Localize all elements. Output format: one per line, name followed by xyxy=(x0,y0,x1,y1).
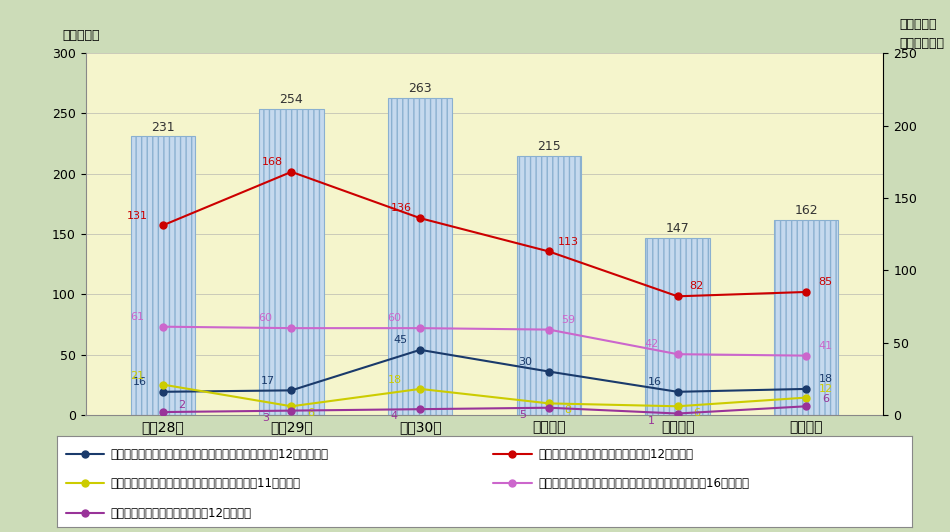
Text: 18: 18 xyxy=(388,375,402,385)
Text: 231: 231 xyxy=(151,121,175,134)
Text: 17: 17 xyxy=(261,376,275,386)
Text: 1: 1 xyxy=(648,415,656,426)
Text: 136: 136 xyxy=(390,203,411,213)
Text: 5: 5 xyxy=(520,410,526,420)
Text: 21: 21 xyxy=(130,371,144,381)
Text: （内訳件数）: （内訳件数） xyxy=(900,37,944,49)
Text: 61: 61 xyxy=(130,312,144,322)
Text: 85: 85 xyxy=(819,277,832,287)
Text: 168: 168 xyxy=(261,157,283,167)
Text: 2: 2 xyxy=(179,400,185,410)
Text: 30: 30 xyxy=(519,357,533,367)
Bar xyxy=(259,109,324,415)
Text: 131: 131 xyxy=(126,211,147,221)
Text: 59: 59 xyxy=(561,315,575,325)
Text: 6: 6 xyxy=(307,409,314,418)
Text: 4: 4 xyxy=(390,411,398,421)
Text: 42: 42 xyxy=(645,339,659,350)
Bar xyxy=(774,220,839,415)
Text: 12: 12 xyxy=(819,384,832,394)
Text: 18: 18 xyxy=(819,374,832,384)
Text: 147: 147 xyxy=(666,222,690,235)
Bar xyxy=(130,136,195,415)
Text: 215: 215 xyxy=(537,140,560,153)
Text: 162: 162 xyxy=(794,204,818,217)
Text: （各年度）: （各年度） xyxy=(900,19,937,31)
Text: 危険物の無許可谯蔵、取扱いに関する措置命令（法第16条の６）: 危険物の無許可谯蔵、取扱いに関する措置命令（法第16条の６） xyxy=(539,477,750,490)
Text: 8: 8 xyxy=(564,405,572,415)
Text: 6: 6 xyxy=(822,394,829,404)
Bar xyxy=(645,238,710,415)
Text: 製造所等の緊急使用停止命令（法第12条の３）: 製造所等の緊急使用停止命令（法第12条の３） xyxy=(539,448,694,461)
Text: 263: 263 xyxy=(408,82,432,95)
Text: 16: 16 xyxy=(133,377,146,387)
Text: 45: 45 xyxy=(394,335,408,345)
Text: 危険物の谯蔵・取扱いに関する遵守命令（法第11条の５）: 危険物の谯蔵・取扱いに関する遵守命令（法第11条の５） xyxy=(111,477,301,490)
Text: 製造所等の使用停止命令（法第12条の２）: 製造所等の使用停止命令（法第12条の２） xyxy=(111,506,252,520)
Text: 60: 60 xyxy=(258,313,273,323)
Text: 6: 6 xyxy=(694,409,700,418)
Text: （総件数）: （総件数） xyxy=(63,29,101,43)
Bar xyxy=(388,98,452,415)
Text: 60: 60 xyxy=(388,313,402,323)
Text: 3: 3 xyxy=(262,413,269,423)
Bar xyxy=(517,156,581,415)
Text: 113: 113 xyxy=(558,237,579,247)
Text: 254: 254 xyxy=(279,93,303,106)
Text: 82: 82 xyxy=(690,281,704,292)
Text: 製造所等の位置、構造、設備に関する措置命令（法第12条第２項）: 製造所等の位置、構造、設備に関する措置命令（法第12条第２項） xyxy=(111,448,329,461)
Text: 16: 16 xyxy=(647,377,661,387)
Text: 41: 41 xyxy=(819,341,832,351)
